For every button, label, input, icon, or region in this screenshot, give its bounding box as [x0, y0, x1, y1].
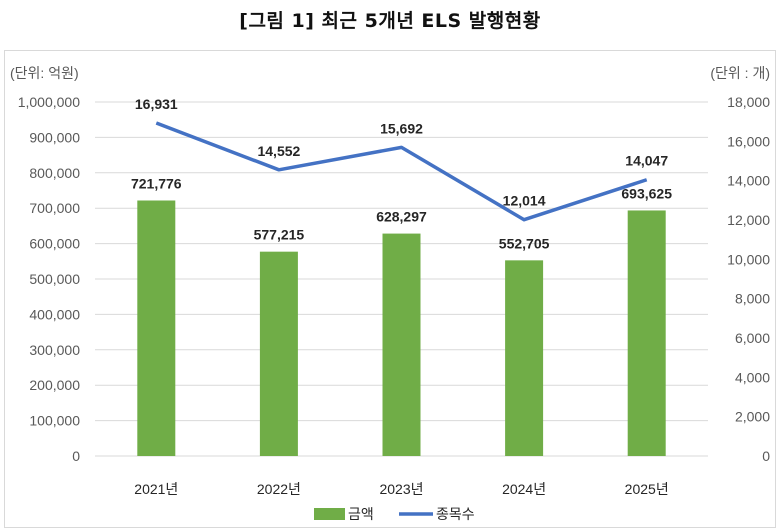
category-label: 2024년	[502, 481, 546, 497]
right-tick-label: 12,000	[727, 212, 770, 228]
bar-data-label: 721,776	[131, 175, 182, 191]
right-tick-label: 2,000	[735, 409, 770, 425]
legend-label-line: 종목수	[436, 506, 475, 522]
right-tick-label: 8,000	[735, 291, 770, 307]
line-data-label: 14,047	[625, 153, 668, 169]
bar-2023년	[382, 233, 421, 456]
left-tick-label: 600,000	[29, 236, 80, 252]
bar-data-label: 577,215	[254, 227, 305, 243]
right-tick-label: 6,000	[735, 330, 770, 346]
right-tick-label: 4,000	[735, 369, 770, 385]
left-tick-label: 800,000	[29, 165, 80, 181]
line-data-label: 15,692	[380, 120, 423, 136]
legend-label-bar: 금액	[348, 506, 374, 522]
left-tick-label: 400,000	[29, 306, 80, 322]
bar-data-label: 552,705	[499, 235, 550, 251]
category-label: 2025년	[625, 481, 669, 497]
legend-swatch-bar	[314, 508, 345, 520]
left-tick-label: 700,000	[29, 200, 80, 216]
left-tick-label: 200,000	[29, 377, 80, 393]
bar-2024년	[505, 260, 544, 456]
left-tick-label: 300,000	[29, 342, 80, 358]
category-label: 2023년	[379, 481, 423, 497]
chart-title: [그림 1] 최근 5개년 ELS 발행현황	[239, 10, 541, 32]
category-label: 2022년	[257, 481, 301, 497]
right-tick-label: 18,000	[727, 94, 770, 110]
line-data-label: 12,014	[503, 193, 546, 209]
line-data-label: 16,931	[135, 96, 178, 112]
left-tick-label: 500,000	[29, 271, 80, 287]
line-data-label: 14,552	[257, 143, 300, 159]
bar-2021년	[137, 200, 176, 456]
right-tick-label: 14,000	[727, 173, 770, 189]
left-tick-label: 1,000,000	[18, 94, 80, 110]
bar-data-label: 693,625	[621, 185, 672, 201]
left-tick-label: 900,000	[29, 129, 80, 145]
right-tick-label: 0	[762, 448, 770, 464]
left-tick-label: 100,000	[29, 413, 80, 429]
right-tick-label: 10,000	[727, 251, 770, 267]
right-tick-label: 16,000	[727, 133, 770, 149]
left-unit-label: (단위: 억원)	[10, 65, 79, 81]
left-tick-label: 0	[72, 448, 80, 464]
bar-data-label: 628,297	[376, 209, 427, 225]
chart-frame	[4, 50, 776, 528]
right-unit-label: (단위 : 개)	[710, 65, 770, 81]
bar-2022년	[259, 251, 298, 456]
category-label: 2021년	[134, 481, 178, 497]
bar-2025년	[627, 210, 666, 456]
